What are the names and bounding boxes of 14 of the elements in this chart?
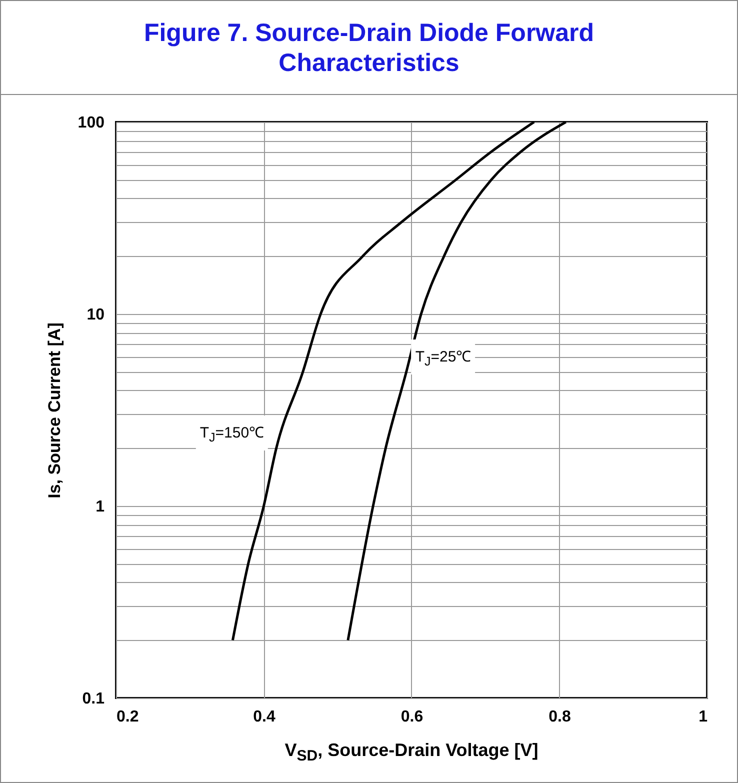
y-tick-label: 10 [86,306,105,324]
series-label: T$_{J}$=25℃ [411,339,476,374]
chart-title: Figure 7. Source-Drain Diode Forward Characteristics [1,1,737,95]
x-tick-label: 0.2 [116,708,139,726]
y-tick-label: 0.1 [82,690,105,708]
y-axis-title: Is, Source Current [A] [44,322,64,498]
x-tick-label: 0.4 [253,708,276,726]
x-axis-title: V$_{SD}$, Source-Drain Voltage [V] [284,740,538,765]
x-tick-label: 0.6 [400,708,424,726]
series-label: T$_{J}$=150℃ [196,415,268,450]
x-tick-label: 1 [698,708,708,726]
y-tick-label: 1 [96,498,105,516]
x-tick-label: 0.8 [548,708,571,726]
y-tick-label: 100 [78,114,105,132]
